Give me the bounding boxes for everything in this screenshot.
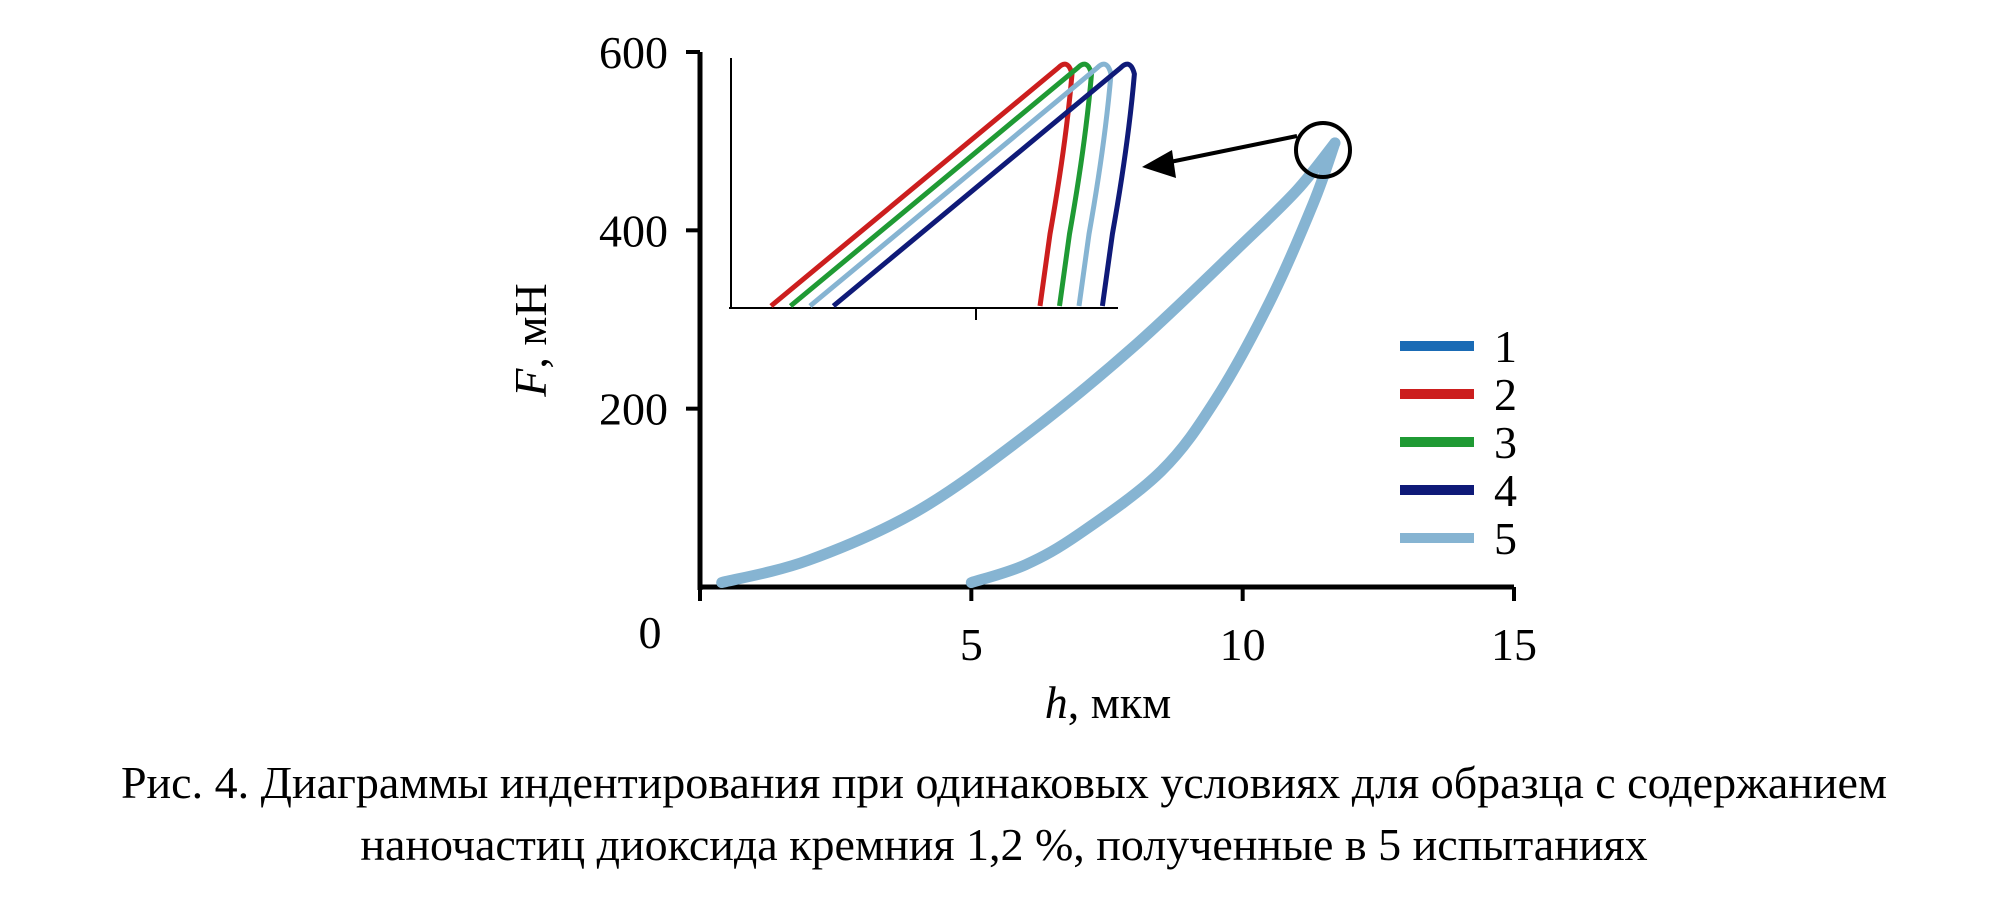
x-tick-label: 0 <box>639 607 662 658</box>
inset-series-2-curve <box>769 61 1075 308</box>
x-tick-label: 5 <box>960 619 983 670</box>
legend-label-2: 2 <box>1494 369 1517 420</box>
series-5-loading-curve <box>716 137 1341 589</box>
x-tick-label: 15 <box>1491 619 1537 670</box>
x-axis-unit: , мкм <box>1068 677 1172 728</box>
main-curves <box>716 137 1341 589</box>
legend-label-3: 3 <box>1494 417 1517 468</box>
legend-label-5: 5 <box>1494 513 1517 564</box>
x-axis-symbol: h <box>1045 677 1068 728</box>
callout-arrow-shaft <box>1169 134 1298 164</box>
x-tick-label: 10 <box>1220 619 1266 670</box>
y-axis-unit: , мН <box>505 283 556 368</box>
caption-line-1: Рис. 4. Диаграммы индентирования при оди… <box>120 757 1888 808</box>
y-axis-symbol: F <box>505 368 556 398</box>
caption-line-2: наночастиц диоксида кремния 1,2 %, получ… <box>360 819 1648 870</box>
figure-caption: Рис. 4. Диаграммы индентирования при оди… <box>0 752 2008 876</box>
y-tick-label: 600 <box>599 27 668 78</box>
y-axis-title: F, мН <box>505 283 556 397</box>
main-axes <box>697 52 1514 590</box>
series-5-unloading-curve <box>965 137 1341 589</box>
callout-circle <box>1294 121 1352 179</box>
inset <box>729 58 1137 320</box>
inset-curves <box>769 61 1137 308</box>
y-tick-label: 200 <box>599 384 668 435</box>
inset-series-5-curve <box>808 61 1114 308</box>
legend-label-1: 1 <box>1494 321 1517 372</box>
x-axis-title: h, мкм <box>1045 677 1172 728</box>
inset-series-4-curve <box>831 61 1137 308</box>
y-tick-label: 400 <box>599 205 668 256</box>
callout-arrow-head <box>1142 150 1176 178</box>
legend-label-4: 4 <box>1494 465 1517 516</box>
